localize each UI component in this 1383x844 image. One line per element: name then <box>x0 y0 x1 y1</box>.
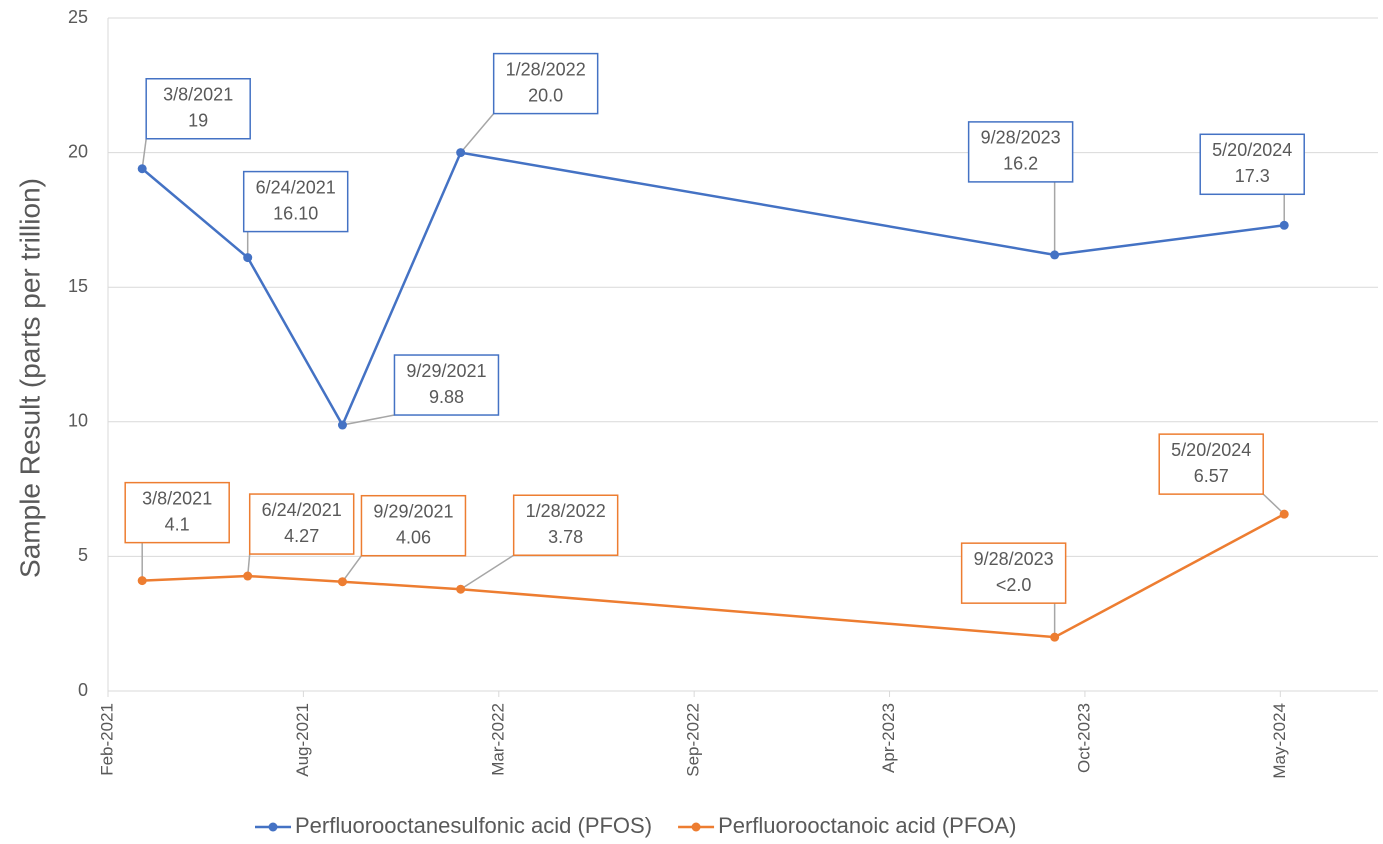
label-box <box>512 494 619 556</box>
label-date: 9/29/2021 <box>373 501 453 521</box>
series-line <box>142 513 1285 639</box>
label-box <box>242 170 349 233</box>
leader-line <box>1262 493 1285 515</box>
x-tick-label: Oct-2023 <box>1074 703 1093 773</box>
x-tick-label: Sep-2022 <box>684 703 703 777</box>
data-label: 6.57 <box>1194 466 1229 486</box>
legend-label: Perfluorooctanoic acid (PFOA) <box>718 813 1016 838</box>
data-label: 16.10 <box>273 203 318 223</box>
legend-marker <box>268 822 278 832</box>
label-date: 6/24/2021 <box>256 177 336 197</box>
point <box>337 420 347 430</box>
label-date: 9/29/2021 <box>406 361 486 381</box>
series-line <box>141 151 1285 428</box>
y-tick-label: 25 <box>68 7 88 27</box>
label-date: 5/20/2024 <box>1171 440 1251 460</box>
label-box <box>967 121 1074 183</box>
data-label: 4.1 <box>165 514 190 534</box>
y-tick-label: 15 <box>68 276 88 296</box>
leader-line <box>341 555 363 583</box>
label-date: 6/24/2021 <box>262 500 342 520</box>
y-tick-label: 0 <box>78 680 88 700</box>
point <box>1279 509 1289 519</box>
label-date: 9/28/2023 <box>974 549 1054 569</box>
y-tick-label: 5 <box>78 545 88 565</box>
data-label: 3.78 <box>548 527 583 547</box>
label-box <box>145 78 251 140</box>
label-box <box>1199 133 1305 196</box>
y-tick-label: 20 <box>68 141 88 161</box>
data-label: <2.0 <box>996 575 1032 595</box>
label-box <box>360 494 467 557</box>
point <box>137 576 147 586</box>
legend-label: Perfluorooctanesulfonic acid (PFOS) <box>295 813 652 838</box>
leader-line <box>460 113 495 154</box>
label-date: 3/8/2021 <box>163 85 233 105</box>
y-tick-label: 10 <box>68 411 88 431</box>
x-tick-label: Aug-2021 <box>293 703 312 777</box>
legend-marker <box>691 822 701 832</box>
label-box <box>492 52 599 115</box>
label-date: 3/8/2021 <box>142 488 212 508</box>
label-date: 1/28/2022 <box>506 59 586 79</box>
x-tick-label: Apr-2023 <box>879 703 898 773</box>
data-label: 20.0 <box>528 85 563 105</box>
point <box>137 164 147 174</box>
point <box>1050 250 1060 260</box>
y-axis-title: Sample Result (parts per trillion) <box>14 178 45 578</box>
x-tick-label: Feb-2021 <box>97 703 116 776</box>
label-date: 5/20/2024 <box>1212 140 1292 160</box>
label-box <box>248 493 355 555</box>
label-box <box>1158 433 1264 495</box>
data-label: 16.2 <box>1003 154 1038 174</box>
label-date: 1/28/2022 <box>526 501 606 521</box>
label-box <box>124 481 230 544</box>
x-tick-label: May-2024 <box>1270 703 1289 779</box>
leader-line <box>141 138 147 169</box>
data-label: 17.3 <box>1235 166 1270 186</box>
label-date: 9/28/2023 <box>981 128 1061 148</box>
point <box>456 148 466 158</box>
leader-line <box>460 554 515 590</box>
data-label: 19 <box>188 111 208 131</box>
point <box>456 584 466 594</box>
data-label: 9.88 <box>429 387 464 407</box>
data-label: 4.27 <box>284 526 319 546</box>
x-tick-label: Mar-2022 <box>488 703 507 776</box>
label-box <box>960 542 1067 604</box>
point <box>1279 220 1289 230</box>
data-label: 4.06 <box>396 527 431 547</box>
point <box>337 577 347 587</box>
leader-line <box>342 414 395 426</box>
point <box>243 253 253 263</box>
point <box>1050 632 1060 642</box>
label-box <box>393 354 500 416</box>
point <box>243 571 253 581</box>
